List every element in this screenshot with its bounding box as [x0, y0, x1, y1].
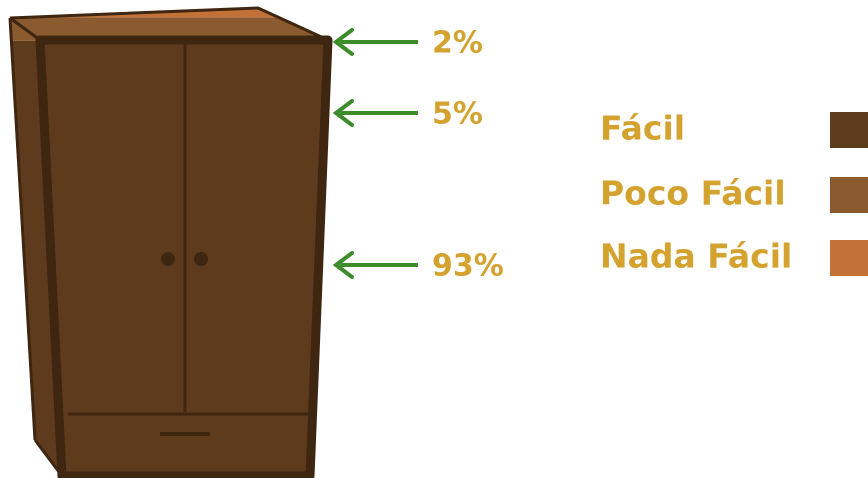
- legend-label: Fácil: [600, 109, 685, 148]
- value-label: 2%: [432, 26, 483, 61]
- legend-label: Nada Fácil: [600, 237, 792, 276]
- legend-swatch: [830, 240, 868, 276]
- arrow-head: [332, 28, 354, 56]
- value-label: 93%: [432, 249, 504, 284]
- legend-label: Poco Fácil: [600, 174, 786, 213]
- wardrobe-frame: [8, 6, 333, 478]
- arrow-head: [332, 99, 354, 127]
- legend-swatch: [830, 177, 868, 213]
- value-label: 5%: [432, 97, 483, 132]
- legend-swatch: [830, 112, 868, 148]
- stack-segment: [10, 17, 328, 41]
- arrow-head: [332, 251, 354, 279]
